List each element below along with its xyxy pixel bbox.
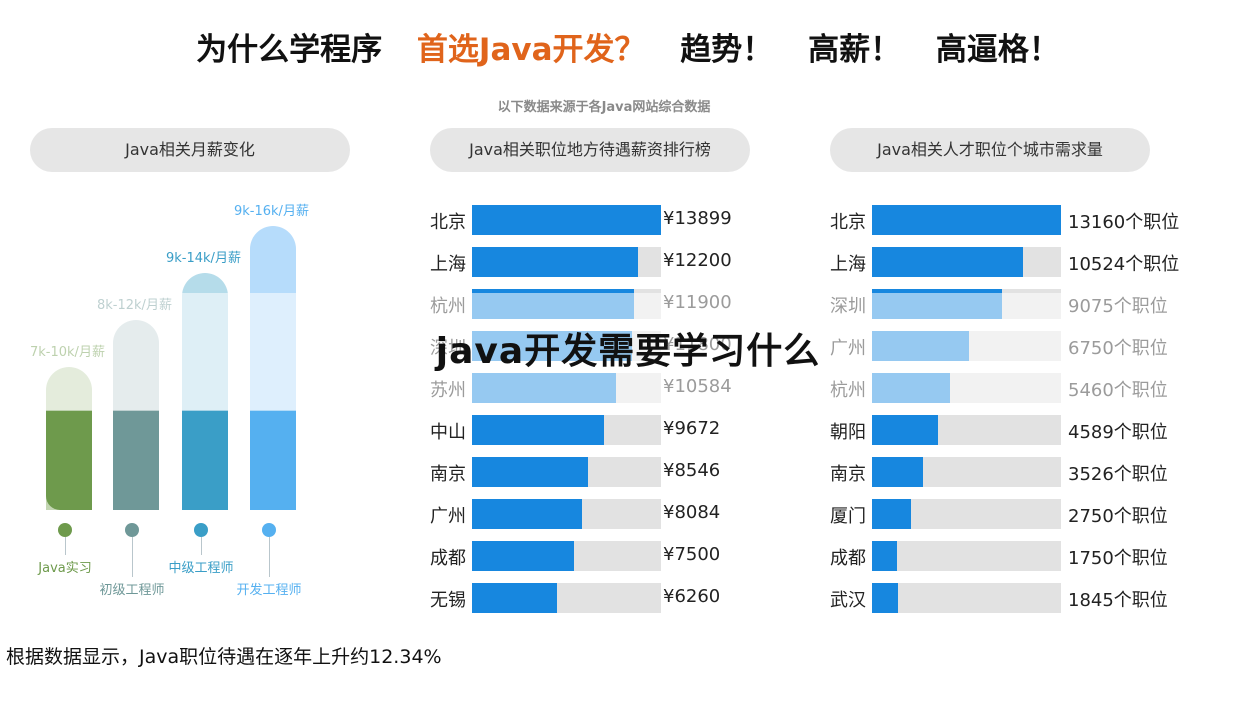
bar-track bbox=[872, 205, 1061, 235]
value-label: 13160个职位 bbox=[1068, 212, 1180, 233]
value-label: 4589个职位 bbox=[1068, 422, 1168, 443]
value-label: ¥7500 bbox=[663, 544, 721, 565]
value-label: ¥13899 bbox=[663, 208, 732, 229]
headline-part-4: 高薪！ bbox=[808, 32, 902, 68]
level-dot bbox=[262, 523, 276, 537]
level-stem bbox=[201, 537, 202, 555]
bar-track bbox=[872, 499, 1061, 529]
level-label: 初级工程师 bbox=[99, 583, 165, 598]
city-label: 中山 bbox=[430, 422, 466, 443]
value-label: ¥9672 bbox=[663, 418, 721, 439]
value-label: 3526个职位 bbox=[1068, 464, 1168, 485]
value-label: ¥8084 bbox=[663, 502, 721, 523]
bar-fill bbox=[472, 205, 661, 235]
bar-fill bbox=[872, 457, 923, 487]
bar-track bbox=[472, 457, 661, 487]
bar-track bbox=[472, 541, 661, 571]
value-label: 1750个职位 bbox=[1068, 548, 1168, 569]
value-label: ¥6260 bbox=[663, 586, 721, 607]
salary-column-base bbox=[182, 410, 228, 510]
headline-part-3: 趋势！ bbox=[680, 32, 774, 68]
salary-trend-title: Java相关月薪变化 bbox=[30, 128, 350, 172]
bar-fill bbox=[872, 583, 898, 613]
city-label: 上海 bbox=[430, 254, 466, 275]
city-demand-title: Java相关人才职位个城市需求量 bbox=[830, 128, 1150, 172]
bar-track bbox=[872, 583, 1061, 613]
city-salary-title: Java相关职位地方待遇薪资排行榜 bbox=[430, 128, 750, 172]
bar-fill bbox=[872, 247, 1023, 277]
bar-track bbox=[472, 247, 661, 277]
salary-range-label: 9k-16k/月薪 bbox=[234, 204, 309, 219]
bar-fill bbox=[472, 415, 604, 445]
level-stem bbox=[132, 537, 133, 577]
bar-track bbox=[872, 247, 1061, 277]
headline: 为什么学程序 首选Java开发？ 趋势！ 高薪！ 高逼格！ bbox=[0, 24, 1256, 69]
bar-fill bbox=[872, 541, 897, 571]
value-label: 1845个职位 bbox=[1068, 590, 1168, 611]
level-label: 开发工程师 bbox=[236, 583, 302, 598]
city-label: 成都 bbox=[830, 548, 866, 569]
level-dot bbox=[125, 523, 139, 537]
city-label: 武汉 bbox=[830, 590, 866, 611]
bar-fill bbox=[472, 457, 588, 487]
city-label: 厦门 bbox=[830, 506, 866, 527]
salary-range-label: 9k-14k/月薪 bbox=[166, 251, 241, 266]
city-label: 南京 bbox=[830, 464, 866, 485]
city-label: 成都 bbox=[430, 548, 466, 569]
data-source-note: 以下数据来源于各Java网站综合数据 bbox=[497, 100, 711, 115]
headline-part-5: 高逼格！ bbox=[935, 32, 1060, 68]
city-label: 上海 bbox=[830, 254, 866, 275]
level-dot bbox=[58, 523, 72, 537]
salary-column-base bbox=[46, 410, 92, 510]
salary-column-base bbox=[113, 410, 159, 510]
city-label: 北京 bbox=[830, 212, 866, 233]
footer-note: 根据数据显示，Java职位待遇在逐年上升约12.34% bbox=[6, 646, 442, 668]
bar-fill bbox=[872, 499, 911, 529]
bar-fill bbox=[472, 499, 582, 529]
bar-track bbox=[472, 415, 661, 445]
level-label: 中级工程师 bbox=[168, 561, 234, 576]
bar-fill bbox=[472, 541, 574, 571]
headline-part-1: 为什么学程序 bbox=[196, 32, 383, 68]
salary-column-base bbox=[250, 410, 296, 510]
city-label: 北京 bbox=[430, 212, 466, 233]
bar-track bbox=[472, 499, 661, 529]
value-label: 2750个职位 bbox=[1068, 506, 1168, 527]
value-label: ¥12200 bbox=[663, 250, 732, 271]
bar-fill bbox=[872, 415, 938, 445]
bar-fill bbox=[472, 247, 638, 277]
city-label: 广州 bbox=[430, 506, 466, 527]
level-label: Java实习 bbox=[38, 561, 92, 576]
overlay-title: java开发需要学习什么 bbox=[435, 331, 821, 372]
level-stem bbox=[269, 537, 270, 577]
city-label: 南京 bbox=[430, 464, 466, 485]
city-label: 朝阳 bbox=[830, 422, 866, 443]
headline-part-2: 首选Java开发？ bbox=[416, 32, 646, 68]
value-label: 10524个职位 bbox=[1068, 254, 1180, 275]
bar-track bbox=[872, 457, 1061, 487]
title-overlay-band bbox=[0, 293, 1256, 411]
level-dot bbox=[194, 523, 208, 537]
bar-track bbox=[872, 415, 1061, 445]
value-label: ¥8546 bbox=[663, 460, 721, 481]
bar-track bbox=[472, 205, 661, 235]
bar-track bbox=[872, 541, 1061, 571]
bar-fill bbox=[472, 583, 557, 613]
level-stem bbox=[65, 537, 66, 555]
bar-fill bbox=[872, 205, 1061, 235]
bar-track bbox=[472, 583, 661, 613]
city-label: 无锡 bbox=[430, 590, 466, 611]
